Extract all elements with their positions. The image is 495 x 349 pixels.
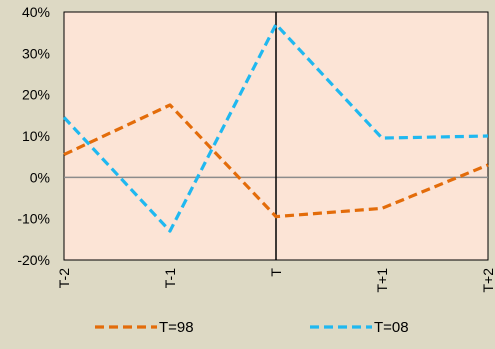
series-line-2 <box>62 22 489 233</box>
y-tick-label: 10% <box>22 128 50 144</box>
legend-label-1: T=98 <box>159 319 194 336</box>
x-tick-label: T-1 <box>162 268 178 288</box>
x-tick-label: T+1 <box>374 268 390 293</box>
y-tick-label: 0% <box>30 169 50 185</box>
x-tick-label: T-2 <box>56 268 72 288</box>
x-tick-label: T+2 <box>480 268 495 293</box>
x-tick-label: T <box>268 268 284 277</box>
y-tick-label: -10% <box>17 211 50 227</box>
y-tick-label: 20% <box>22 87 50 103</box>
y-tick-label: 40% <box>22 4 50 20</box>
legend-label-2: T=08 <box>374 319 409 336</box>
series-line-1 <box>63 103 489 219</box>
y-tick-label: 30% <box>22 45 50 61</box>
y-tick-label: -20% <box>17 252 50 268</box>
